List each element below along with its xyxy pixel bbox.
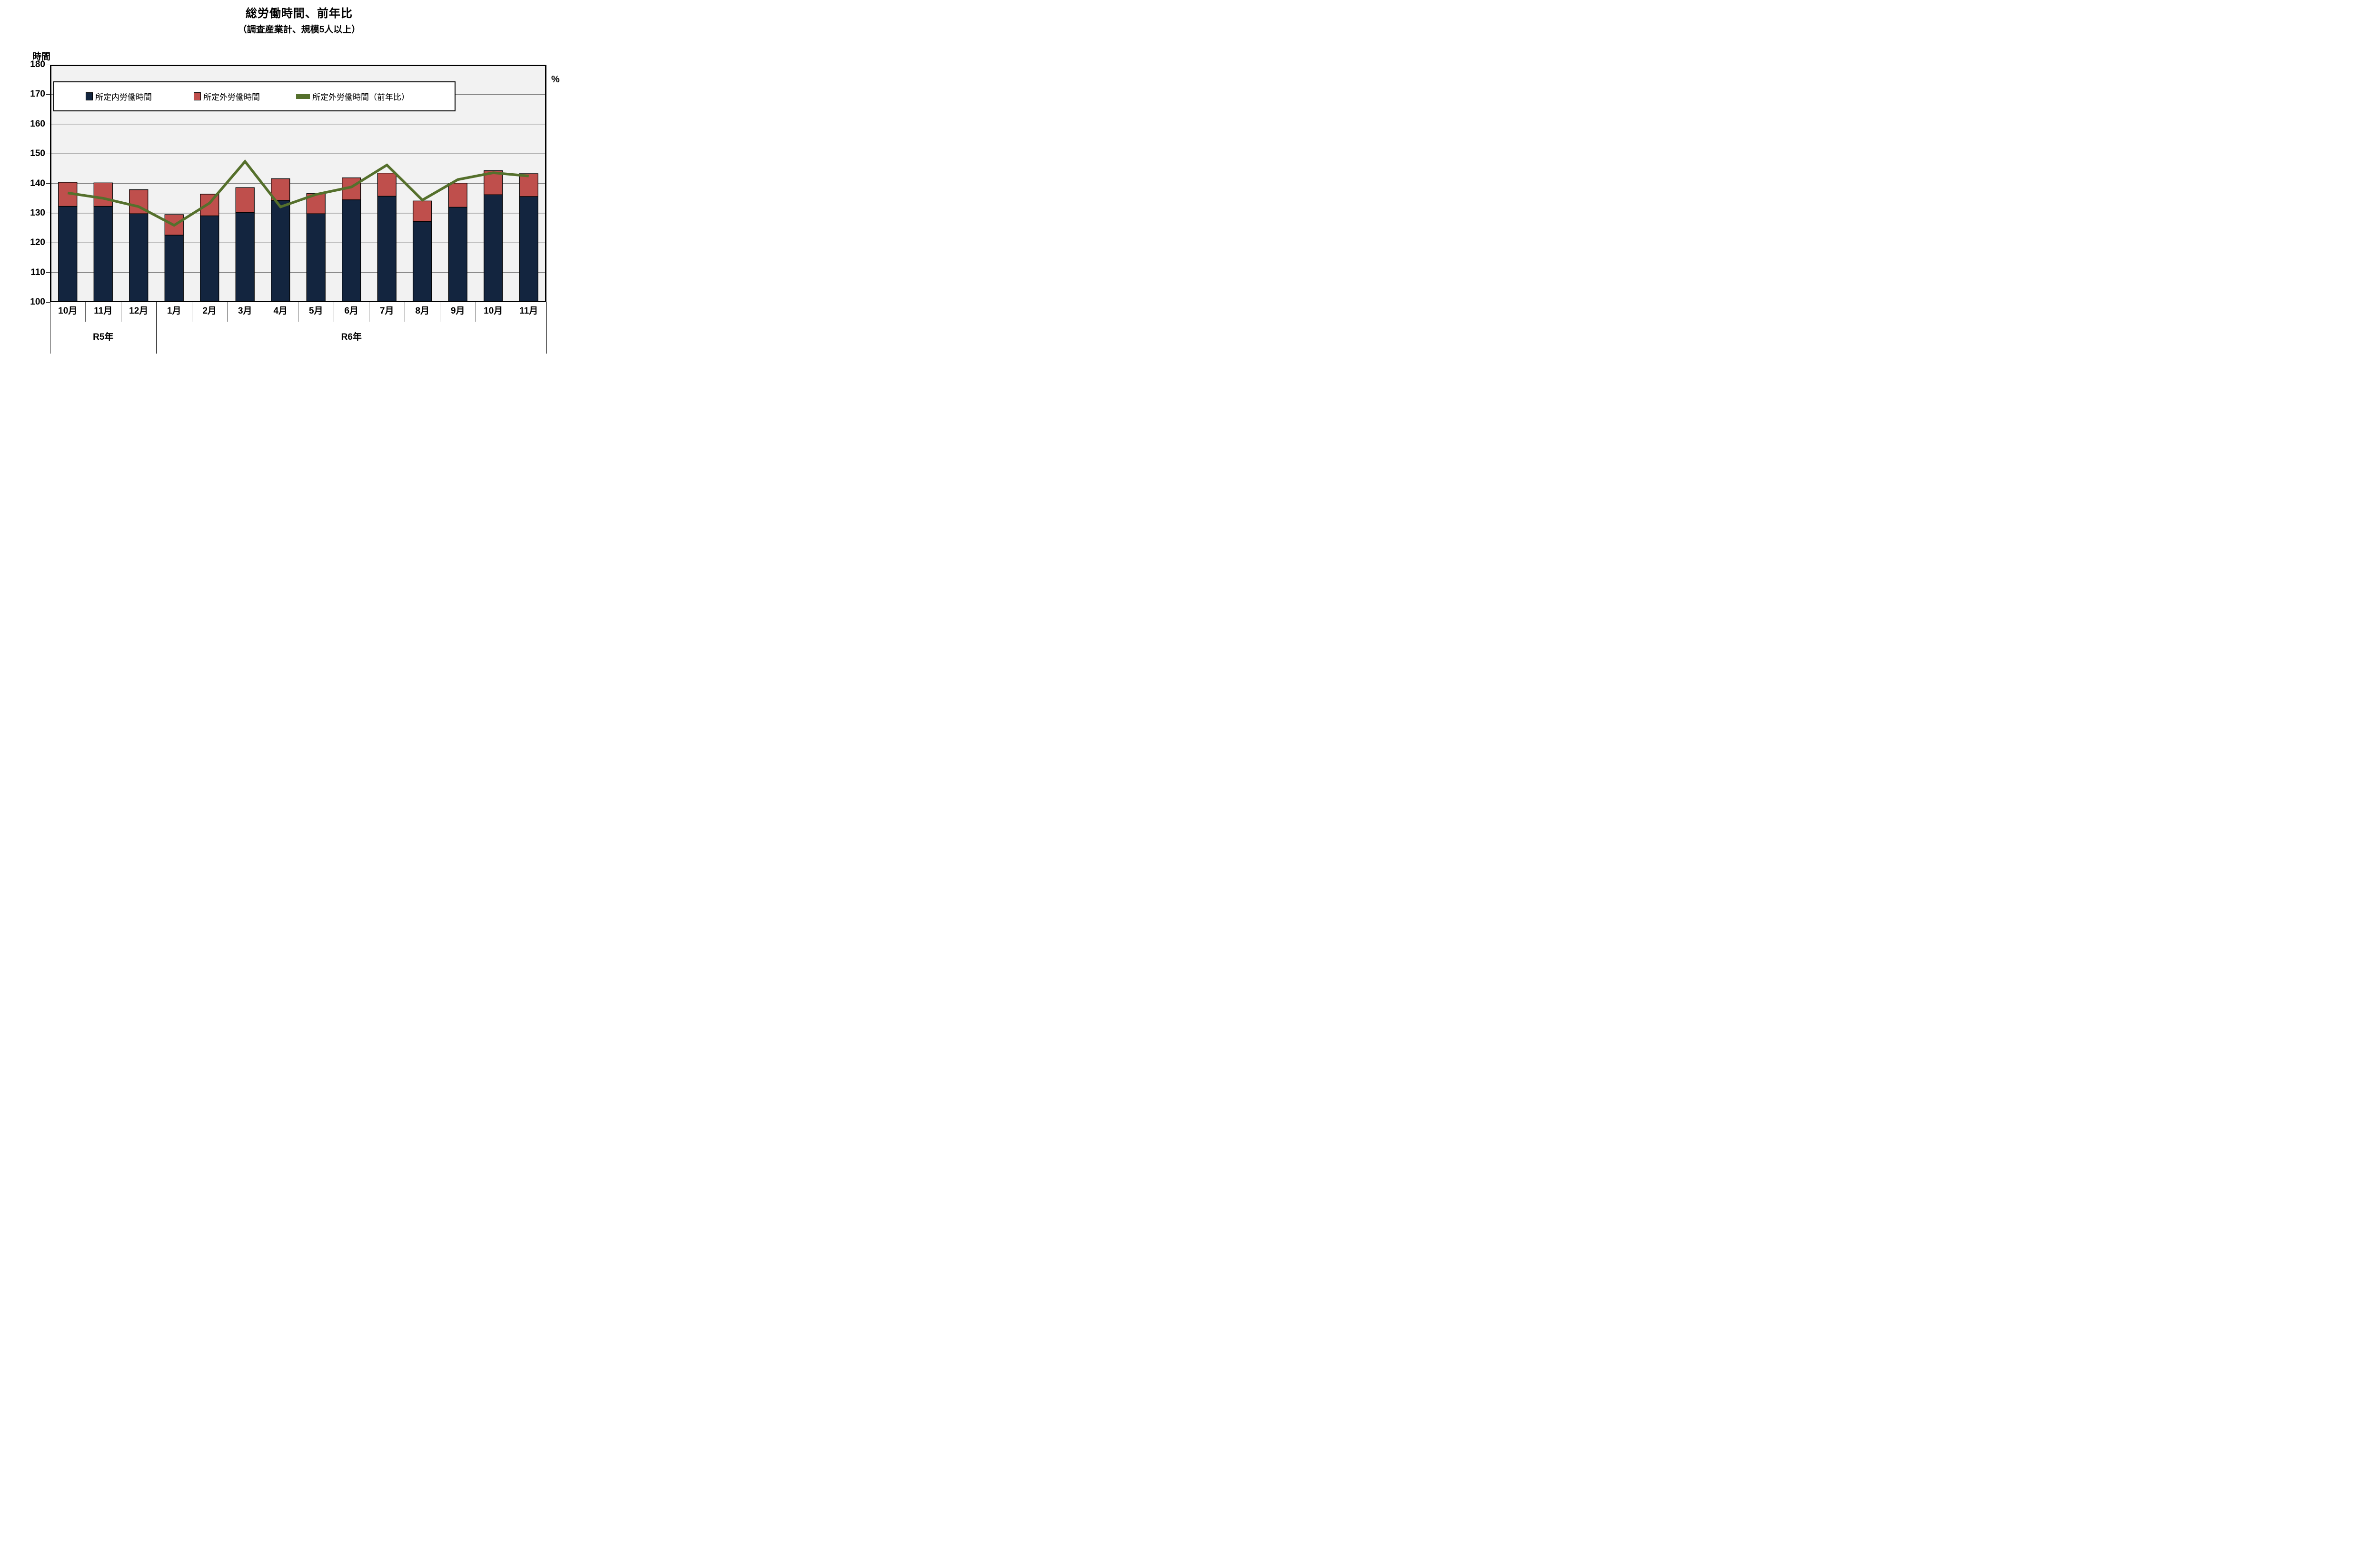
right-axis-unit-label: % (551, 74, 560, 85)
bar-segment-scheduled-7月 (377, 196, 397, 303)
x-axis-year-label: R5年 (93, 332, 114, 342)
x-axis-month-label: 10月 (484, 306, 503, 316)
y-axis-tick-mark (46, 183, 50, 184)
bar-segment-overtime-11月 (519, 173, 538, 197)
legend-label: 所定内労働時間 (95, 93, 152, 102)
x-axis-month-label: 11月 (519, 306, 538, 316)
y-axis-tick-label: 170 (30, 89, 45, 99)
y-axis-tick-label: 150 (30, 148, 45, 159)
chart-page: 総労働時間、前年比 （調査産業計、規模5人以上） 時間 % 180 170 160 1… (0, 0, 598, 389)
x-axis-month-separator (85, 302, 86, 322)
x-axis-year-label: R6年 (341, 332, 362, 342)
bar-segment-scheduled-12月 (129, 213, 149, 303)
plot-area (50, 65, 546, 303)
x-axis-month-label: 2月 (202, 306, 217, 316)
legend-item-1: 所定内労働時間 (86, 82, 152, 110)
bar-segment-overtime-7月 (377, 173, 397, 197)
bar-segment-scheduled-8月 (413, 221, 432, 303)
bar-segment-scheduled-10月 (484, 194, 503, 303)
bar-segment-overtime-9月 (448, 183, 467, 208)
bar-segment-scheduled-11月 (519, 196, 538, 303)
bar-segment-scheduled-5月 (306, 213, 326, 303)
line-series (67, 159, 529, 227)
bar-segment-scheduled-4月 (271, 200, 290, 303)
bar-segment-overtime-3月 (235, 187, 255, 213)
legend-bar-swatch-icon (86, 92, 93, 100)
x-axis-month-label: 11月 (94, 306, 113, 316)
y-axis-tick-mark (46, 94, 50, 95)
x-axis-month-label: 1月 (167, 306, 181, 316)
x-axis-group-separator (546, 302, 547, 354)
x-axis-month-label: 12月 (129, 306, 149, 316)
chart-subtitle: （調査産業計、規模5人以上） (238, 25, 361, 35)
x-axis-month-label: 9月 (450, 306, 465, 316)
bar-segment-scheduled-11月 (93, 206, 113, 303)
y-axis-tick-label: 100 (30, 297, 45, 307)
legend-item-2: 所定外労働時間 (194, 82, 260, 110)
y-axis-tick-label: 180 (30, 59, 45, 69)
bar-segment-scheduled-3月 (235, 212, 255, 303)
x-axis-month-label: 10月 (58, 306, 78, 316)
y-axis-tick-mark (46, 302, 50, 303)
legend-item-3: 所定外労働時間（前年比） (296, 82, 409, 110)
bar-segment-scheduled-6月 (342, 199, 361, 303)
x-axis-month-separator (227, 302, 228, 322)
bar-segment-scheduled-2月 (200, 215, 219, 303)
x-axis-month-label: 6月 (344, 306, 359, 316)
legend-label: 所定外労働時間 (203, 93, 260, 102)
x-axis-month-label: 8月 (415, 306, 430, 316)
legend-bar-swatch-icon (194, 92, 201, 100)
legend-line-swatch-icon (296, 94, 310, 99)
y-axis-tick-mark (46, 272, 50, 273)
x-axis-group-separator (156, 302, 157, 354)
x-axis-month-label: 5月 (308, 306, 323, 316)
bar-segment-overtime-8月 (413, 200, 432, 222)
y-axis-tick-label: 120 (30, 237, 45, 248)
legend-label: 所定外労働時間（前年比） (312, 93, 409, 102)
bar-segment-overtime-10月 (484, 170, 503, 195)
legend: 所定内労働時間 所定外労働時間 所定外労働時間（前年比） (53, 81, 456, 111)
bar-segment-scheduled-9月 (448, 207, 467, 303)
bar-segment-scheduled-1月 (164, 235, 184, 303)
bar-segment-overtime-11月 (93, 182, 113, 207)
x-axis-month-label: 4月 (273, 306, 288, 316)
x-axis-month-label: 3月 (238, 306, 252, 316)
plot-frame (50, 65, 546, 302)
x-axis-month-label: 7月 (379, 306, 394, 316)
chart-title: 総労働時間、前年比 (246, 7, 353, 20)
bar-segment-overtime-4月 (271, 178, 290, 201)
y-axis-tick-label: 130 (30, 207, 45, 218)
y-axis-tick-label: 140 (30, 178, 45, 188)
left-axis-unit-label: 時間 (32, 52, 50, 62)
bar-segment-scheduled-10月 (58, 206, 78, 303)
y-axis-tick-label: 160 (30, 118, 45, 129)
y-axis-tick-label: 110 (30, 267, 45, 277)
